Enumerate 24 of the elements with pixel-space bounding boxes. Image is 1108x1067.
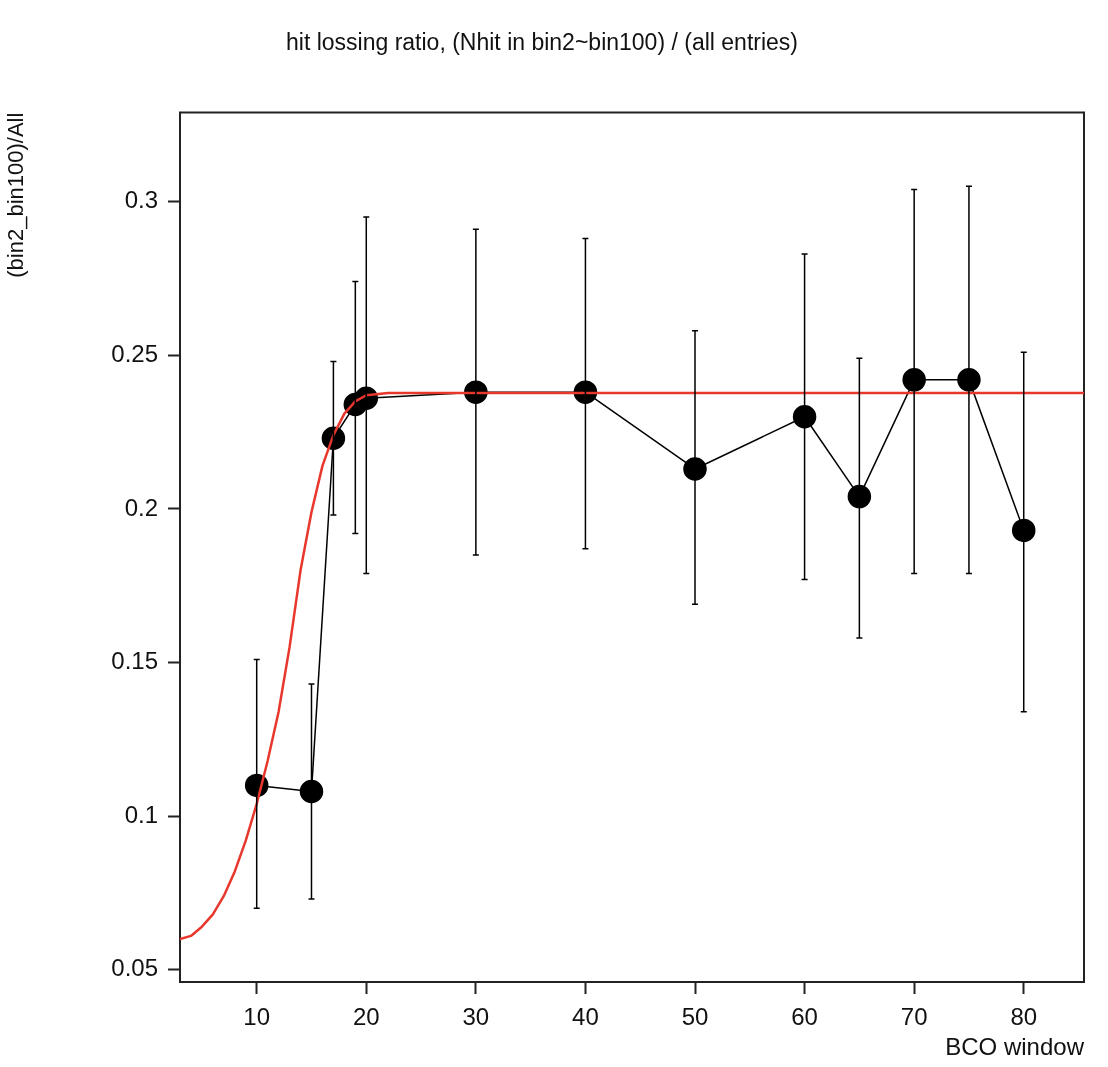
x-axis-title: BCO window [945, 1033, 1085, 1061]
x-tick-label: 80 [1010, 1003, 1038, 1031]
y-tick-label: 0.2 [124, 493, 158, 521]
x-tick-label: 10 [243, 1003, 271, 1031]
y-tick-label: 0.25 [111, 339, 158, 367]
point [792, 404, 817, 429]
x-tick-label: 40 [572, 1003, 599, 1031]
point [957, 368, 981, 392]
point [683, 457, 707, 481]
x-tick-label: 50 [681, 1003, 709, 1031]
x-tick-label: 70 [900, 1003, 928, 1031]
point [1011, 518, 1036, 543]
chart-title: hit lossing ratio, (Nhit in bin2~bin100) / (all entries) [286, 29, 798, 56]
y-tick-label: 0.3 [124, 186, 158, 214]
x-tick-label: 20 [352, 1003, 380, 1031]
point [902, 368, 926, 392]
point [299, 779, 324, 804]
y-axis-title: (bin2_bin100)/All [3, 112, 29, 278]
point [847, 484, 872, 509]
y-tick-label: 0.1 [124, 800, 158, 828]
y-tick-label: 0.15 [111, 647, 158, 675]
y-tick-label: 0.05 [111, 954, 158, 982]
x-tick-label: 60 [791, 1003, 818, 1031]
x-tick-label: 30 [462, 1003, 490, 1031]
